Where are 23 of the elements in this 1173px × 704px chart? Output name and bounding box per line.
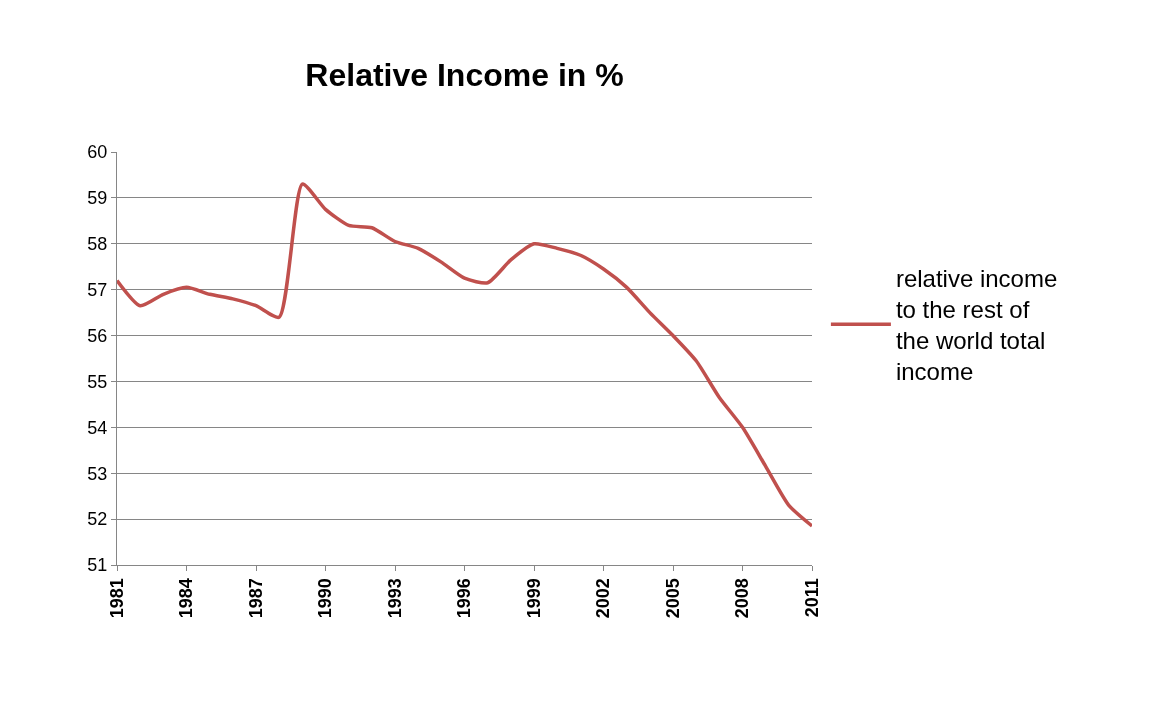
- legend-label: relative income to the rest of the world total income: [895, 264, 1058, 386]
- x-tick-label: 1996: [454, 578, 475, 619]
- chart-title: Relative Income in %: [305, 57, 624, 94]
- x-tick-label: 2002: [593, 578, 614, 619]
- x-tick-label: 1987: [245, 578, 266, 619]
- x-tick-label: 2008: [732, 578, 753, 619]
- y-tick-label: 57: [87, 279, 108, 300]
- y-tick-label: 55: [87, 371, 108, 392]
- y-tick-label: 53: [87, 463, 108, 484]
- x-tick-label: 1999: [523, 578, 544, 619]
- y-tick-label: 51: [87, 555, 108, 576]
- y-tick-label: 59: [87, 188, 108, 209]
- x-tick-label: 2011: [801, 578, 822, 618]
- y-tick-label: 52: [87, 509, 108, 530]
- y-tick-label: 58: [87, 234, 108, 255]
- x-tick-label: 1990: [315, 578, 336, 619]
- y-tick-label: 60: [87, 142, 108, 163]
- x-tick-label: 1993: [384, 578, 405, 619]
- x-tick-label: 1981: [106, 578, 127, 619]
- x-tick-label: 1984: [176, 578, 197, 619]
- y-tick-label: 54: [87, 417, 108, 438]
- x-tick-label: 2005: [662, 578, 683, 619]
- y-tick-label: 56: [87, 325, 108, 346]
